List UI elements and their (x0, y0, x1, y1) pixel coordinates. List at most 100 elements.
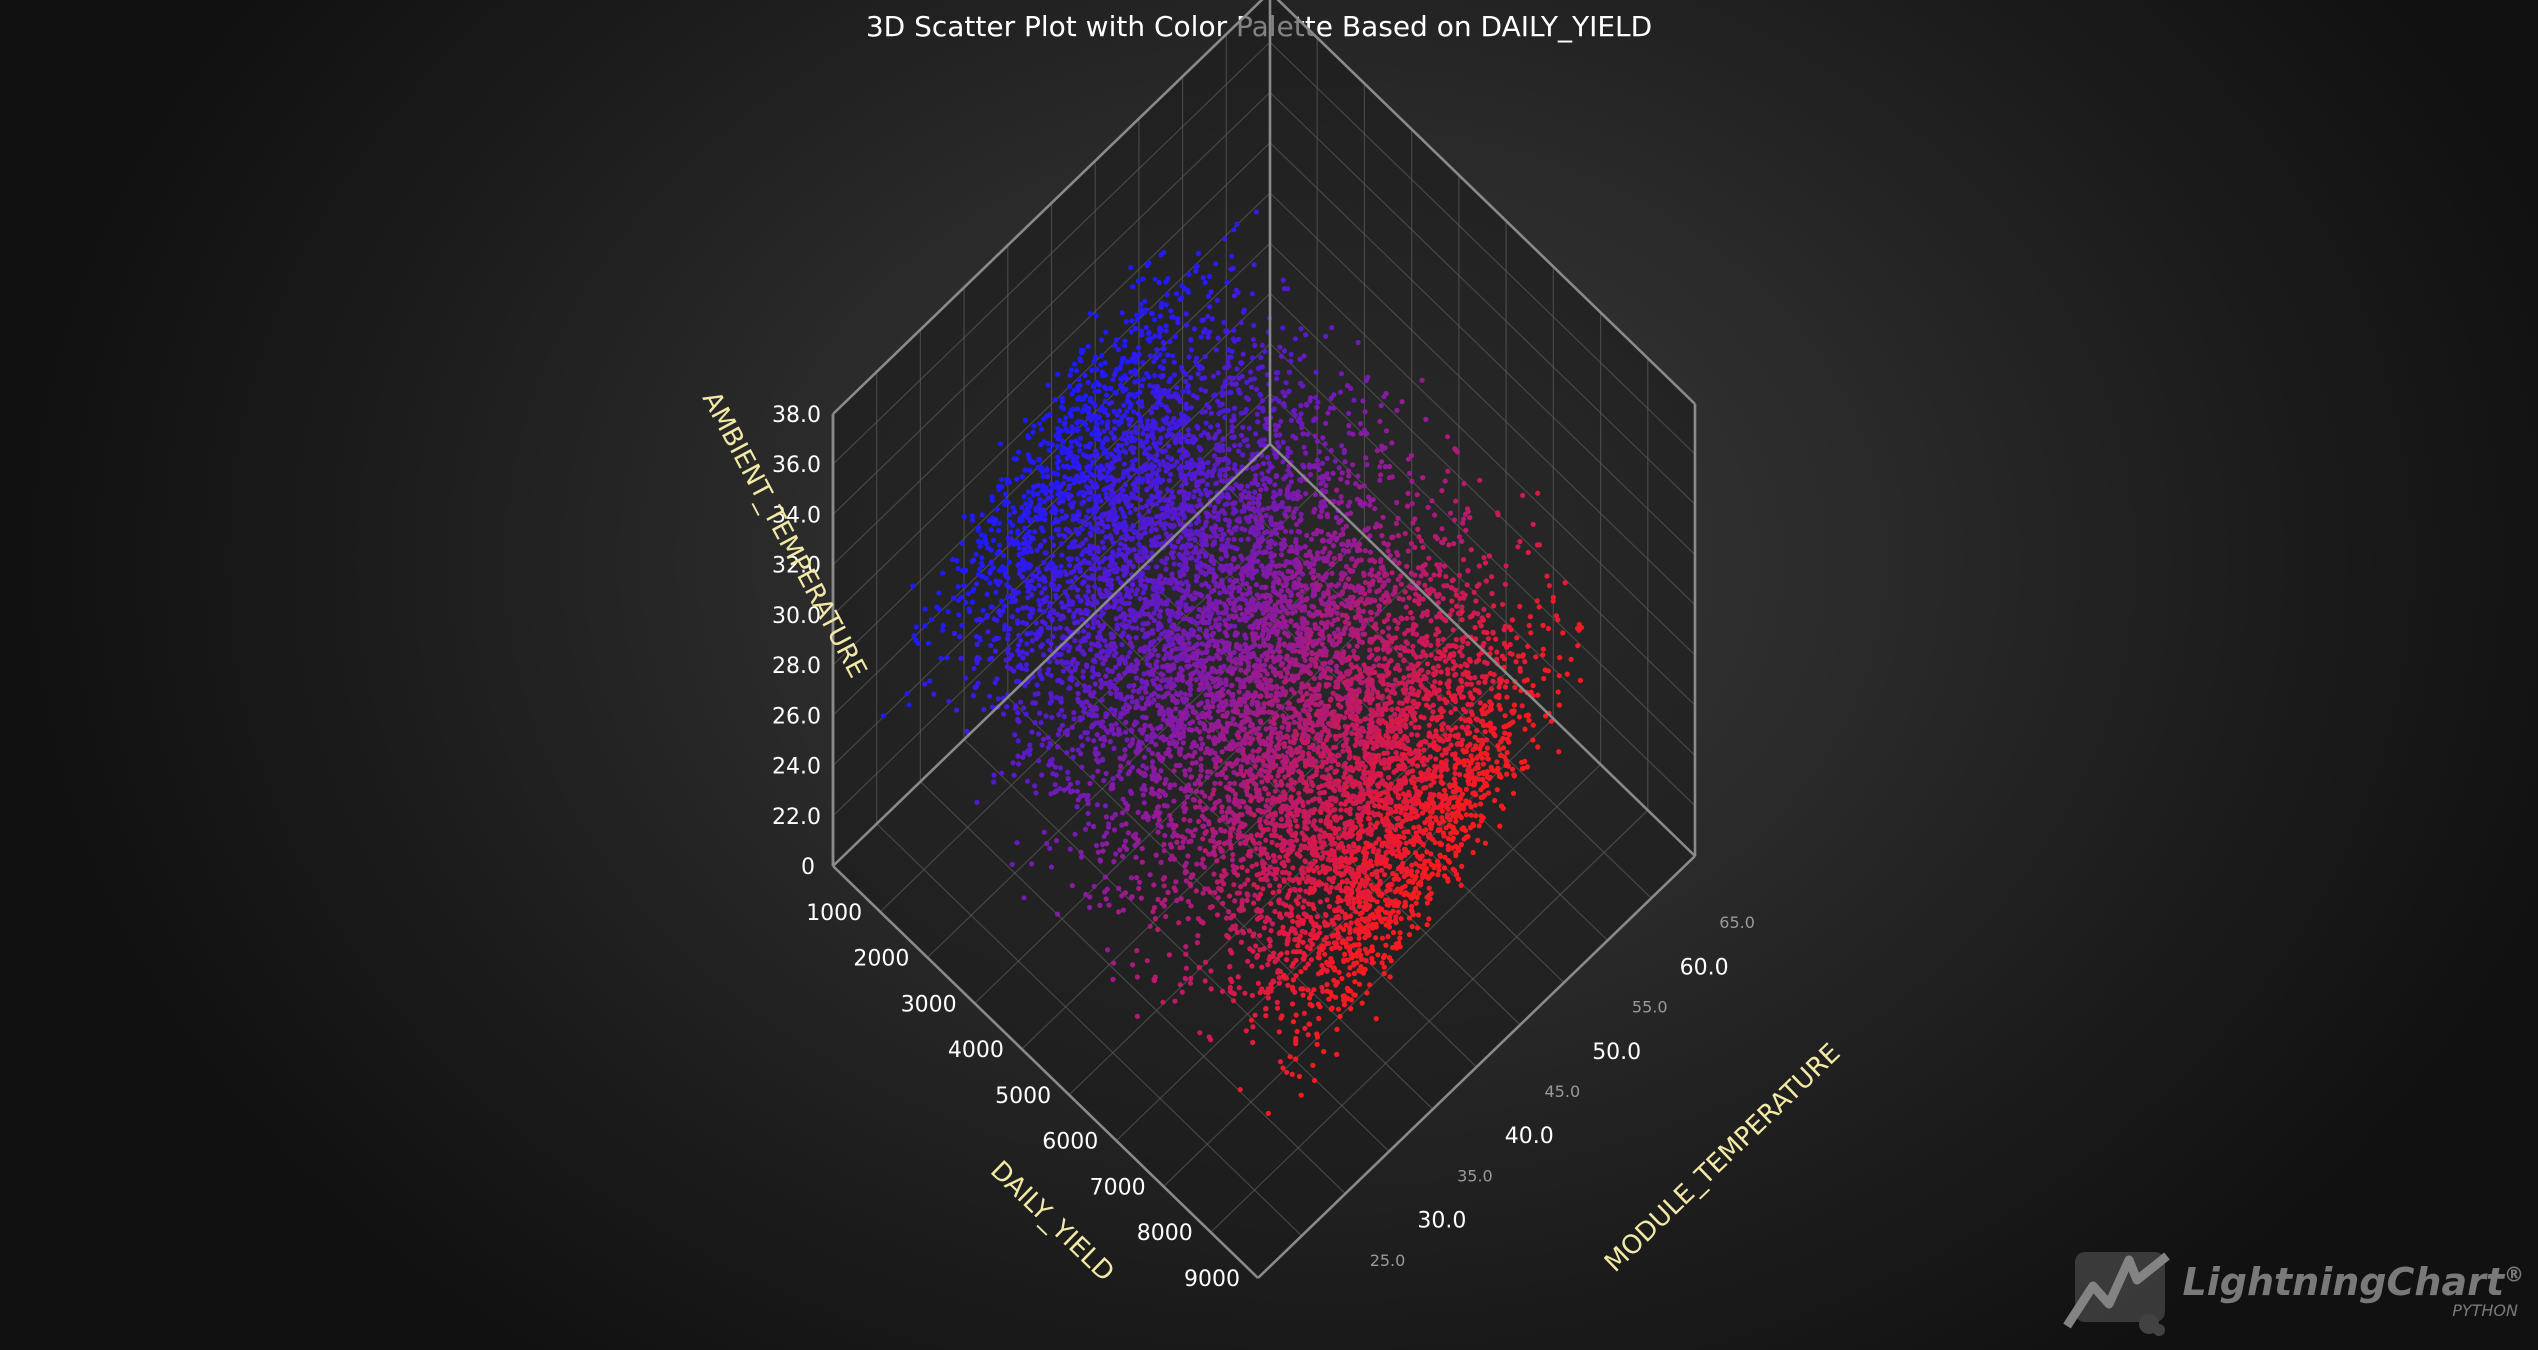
data-point (1290, 960, 1297, 966)
data-point (1240, 581, 1246, 587)
data-point (1416, 724, 1422, 730)
data-point (1428, 618, 1434, 624)
data-point (1359, 910, 1365, 916)
data-point (1157, 489, 1163, 496)
data-point (1129, 764, 1135, 770)
data-point (1254, 872, 1260, 878)
data-point (1227, 389, 1233, 396)
data-point (1181, 733, 1187, 739)
data-point (1159, 631, 1165, 637)
data-point (1374, 521, 1380, 527)
data-point (1183, 951, 1189, 957)
data-point (1138, 301, 1144, 307)
data-point (1111, 408, 1117, 414)
data-point (1343, 695, 1349, 701)
data-point (1393, 914, 1399, 920)
data-point (1122, 482, 1128, 488)
data-point (1229, 428, 1235, 434)
data-point (1183, 322, 1190, 328)
data-point (1254, 592, 1260, 598)
data-point (1334, 487, 1340, 493)
data-point (1266, 700, 1272, 706)
data-point (1356, 968, 1362, 974)
data-point (1204, 774, 1210, 780)
data-point (1050, 634, 1056, 640)
data-point (1145, 696, 1151, 702)
data-point (1246, 425, 1252, 431)
data-point (1140, 430, 1146, 437)
data-point (1409, 501, 1415, 507)
data-point (1277, 883, 1283, 889)
data-point (1367, 821, 1374, 827)
data-point (1373, 935, 1379, 941)
data-point (1186, 271, 1192, 277)
data-point (1202, 354, 1208, 360)
data-point (1276, 975, 1282, 981)
data-point (1168, 817, 1174, 823)
data-point (1217, 527, 1223, 533)
data-point (1263, 726, 1269, 732)
data-point (1239, 373, 1245, 379)
data-point (1063, 415, 1069, 421)
data-point (1299, 421, 1305, 427)
data-point (1147, 382, 1153, 389)
data-point (1208, 986, 1214, 992)
data-point (1094, 421, 1100, 427)
data-point (1211, 787, 1217, 793)
data-point (1318, 818, 1324, 824)
data-point (1292, 336, 1298, 342)
data-point (1348, 627, 1354, 633)
data-point (1374, 611, 1380, 617)
data-point (1522, 726, 1528, 732)
data-point (1309, 603, 1315, 610)
data-point (1268, 901, 1274, 907)
data-point (1130, 284, 1136, 290)
data-point (1103, 587, 1109, 594)
data-point (1016, 642, 1022, 648)
data-point (996, 542, 1003, 548)
data-point (970, 517, 976, 523)
data-point (1213, 261, 1219, 267)
data-point (1387, 974, 1393, 980)
data-point (925, 640, 932, 646)
data-point (1143, 324, 1149, 331)
data-point (1285, 486, 1291, 492)
data-point (981, 707, 987, 713)
data-point (1427, 814, 1434, 820)
data-point (1277, 344, 1283, 350)
data-point (1306, 867, 1312, 873)
data-point (1272, 482, 1278, 488)
data-point (1059, 404, 1065, 410)
data-point (1097, 575, 1103, 581)
data-point (1197, 1030, 1203, 1036)
data-point (1394, 706, 1401, 712)
data-point (1440, 596, 1446, 602)
data-point (1319, 641, 1325, 647)
data-point (1196, 626, 1203, 632)
data-point (1303, 552, 1309, 559)
data-point (1195, 933, 1201, 939)
data-point (1281, 796, 1287, 802)
data-point (1390, 929, 1397, 936)
data-point (1186, 432, 1192, 438)
data-point (1296, 576, 1302, 582)
data-point (1359, 827, 1365, 834)
data-point (1300, 992, 1306, 998)
data-point (1103, 673, 1109, 679)
data-point (1146, 611, 1152, 617)
data-point (1110, 377, 1116, 383)
data-point (1324, 511, 1330, 517)
data-point (1286, 876, 1293, 882)
data-point (1343, 563, 1350, 570)
data-point (1248, 1017, 1254, 1023)
data-point (1259, 364, 1265, 370)
data-point (1284, 670, 1291, 676)
data-point (1321, 830, 1327, 836)
data-point (1081, 709, 1087, 715)
data-point (1231, 536, 1237, 543)
data-point (1024, 641, 1030, 647)
data-point (1482, 840, 1488, 846)
data-point (1437, 840, 1443, 846)
data-point (1088, 471, 1094, 477)
